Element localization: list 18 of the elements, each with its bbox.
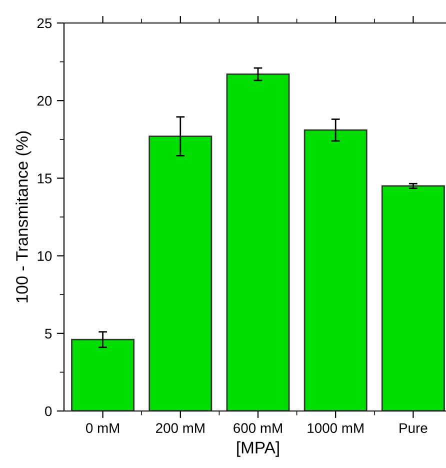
bar [304,129,368,411]
x-tick-label: 600 mM [234,423,282,434]
y-tick-label: 25 [37,18,52,28]
y-tick-label: 20 [37,96,52,106]
y-tick-label: 5 [45,328,52,339]
y-tick-label: 10 [38,251,52,261]
x-tick-label: 200 mM [156,423,204,434]
bar [226,74,290,411]
y-tick-label: 0 [45,406,52,416]
y-axis-title: 100 - Transmitance (%) [16,131,32,302]
x-tick-label: Pure [400,423,428,434]
bar [71,338,135,411]
bar [381,185,445,411]
bar [148,136,212,411]
x-axis-title: [MPA] [237,441,279,457]
x-tick-label: 1000 mM [308,423,364,434]
y-tick-label: 15 [38,174,52,184]
x-tick-label: 0 mM [86,423,120,434]
